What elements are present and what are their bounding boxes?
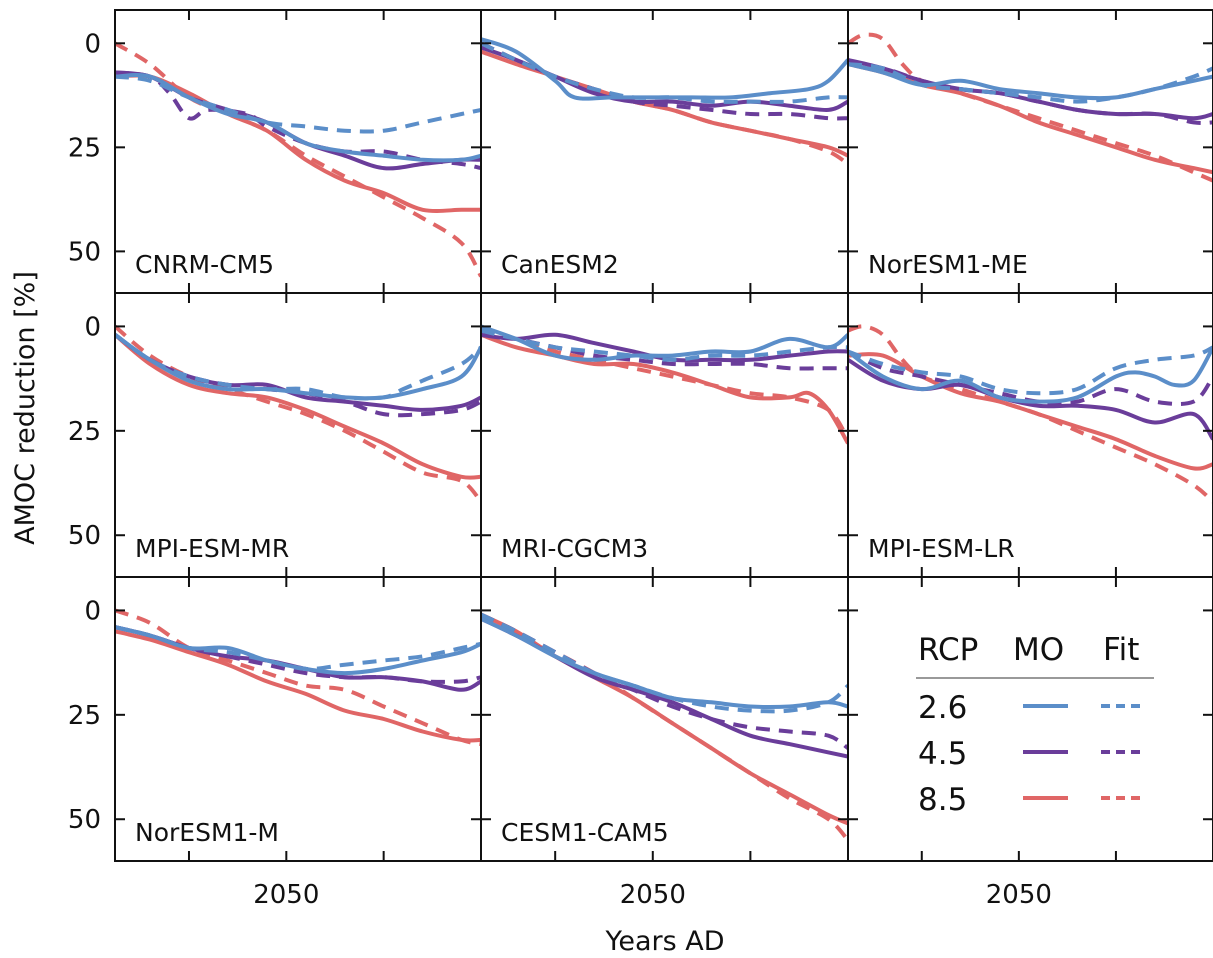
y-tick-label: 0 bbox=[84, 596, 101, 626]
panel-mpi-esm-lr: MPI-ESM-LR bbox=[847, 292, 1213, 578]
x-tick-label: 2050 bbox=[620, 880, 686, 910]
series-line-rcp26-mo bbox=[481, 324, 848, 362]
panel-frame bbox=[847, 576, 1213, 862]
series-line-rcp45-fit bbox=[115, 625, 481, 684]
legend-rcp-label: 4.5 bbox=[918, 736, 967, 772]
series-line-rcp26-mo bbox=[848, 346, 1213, 404]
series-line-rcp26-fit bbox=[481, 328, 848, 362]
series-line-rcp45-fit bbox=[848, 62, 1213, 126]
series-line-rcp85-mo bbox=[115, 333, 481, 480]
series-line-rcp26-mo bbox=[115, 73, 481, 163]
legend-rcp-label: 2.6 bbox=[918, 690, 967, 726]
series-line-rcp85-mo bbox=[115, 73, 481, 213]
legend-rcp-label: 8.5 bbox=[918, 782, 967, 818]
series-line-rcp26-fit bbox=[115, 74, 481, 134]
y-tick-label: 50 bbox=[68, 805, 101, 835]
y-tick-label: 0 bbox=[84, 29, 101, 59]
legend-header-rcp: RCP bbox=[918, 632, 978, 668]
panel-label: CanESM2 bbox=[501, 250, 619, 279]
series-line-rcp85-fit bbox=[848, 324, 1213, 504]
legend-panel: RCP MO Fit 2.6 4.5 8.5 bbox=[916, 632, 1154, 818]
series-line-rcp26-mo bbox=[481, 37, 848, 101]
series-line-rcp85-mo bbox=[481, 332, 848, 445]
series-line-rcp45-mo bbox=[481, 616, 848, 759]
series-line-rcp85-fit bbox=[115, 41, 481, 278]
series-line-rcp26-fit bbox=[481, 41, 848, 104]
panel-noresm1-m: NorESM1-M bbox=[114, 576, 482, 862]
series-line-rcp26-fit bbox=[115, 625, 481, 671]
series-line-rcp85-fit bbox=[481, 328, 848, 441]
y-tick-label: 50 bbox=[68, 237, 101, 267]
series-line-rcp85-mo bbox=[115, 629, 481, 743]
y-tick-label: 25 bbox=[68, 701, 101, 731]
panel-mri-cgcm3: MRI-CGCM3 bbox=[480, 292, 849, 578]
panel-label: MRI-CGCM3 bbox=[501, 534, 648, 563]
legend-header-mo: MO bbox=[1013, 632, 1064, 668]
series-line-rcp26-mo bbox=[848, 62, 1213, 101]
series-line-rcp45-fit bbox=[481, 328, 848, 371]
panel-label: MPI-ESM-MR bbox=[135, 534, 289, 563]
panel-cesm1-cam5: CESM1-CAM5 bbox=[480, 576, 849, 862]
panel-label: NorESM1-ME bbox=[868, 250, 1028, 279]
panel-canesm2: CanESM2 bbox=[480, 9, 849, 294]
panel-mpi-esm-mr: MPI-ESM-MR bbox=[114, 292, 482, 578]
y-tick-label: 25 bbox=[68, 133, 101, 163]
panel-label: MPI-ESM-LR bbox=[868, 534, 1015, 563]
series-line-rcp26-mo bbox=[115, 333, 481, 401]
panel-label: CNRM-CM5 bbox=[135, 250, 274, 279]
series-line-rcp26-fit bbox=[481, 612, 848, 714]
series-line-rcp26-mo bbox=[481, 616, 848, 710]
y-tick-label: 50 bbox=[68, 521, 101, 551]
x-tick-label: 2050 bbox=[253, 880, 319, 910]
y-tick-label: 25 bbox=[68, 417, 101, 447]
series-line-rcp26-fit bbox=[115, 333, 481, 401]
panel-empty bbox=[847, 576, 1213, 862]
panel-label: NorESM1-M bbox=[135, 818, 279, 847]
panels-layer: CNRM-CM5 0 25 50 CanESM2 NorESM1-ME MPI-ESM-MR… bbox=[68, 9, 1213, 910]
y-axis-title: AMOC reduction [%] bbox=[10, 271, 41, 545]
panel-label: CESM1-CAM5 bbox=[501, 818, 669, 847]
x-tick-label: 2050 bbox=[986, 880, 1052, 910]
series-line-rcp85-fit bbox=[115, 608, 481, 747]
legend-header-fit: Fit bbox=[1103, 632, 1139, 668]
series-line-rcp45-fit bbox=[481, 612, 848, 750]
series-line-rcp26-fit bbox=[848, 62, 1213, 104]
series-line-rcp26-fit bbox=[848, 345, 1213, 396]
panel-cnrm-cm5: CNRM-CM5 bbox=[114, 9, 482, 294]
series-line-rcp45-fit bbox=[481, 41, 848, 121]
y-tick-label: 0 bbox=[84, 312, 101, 342]
panel-noresm1-me: NorESM1-ME bbox=[847, 9, 1213, 294]
x-axis-title: Years AD bbox=[604, 926, 724, 957]
